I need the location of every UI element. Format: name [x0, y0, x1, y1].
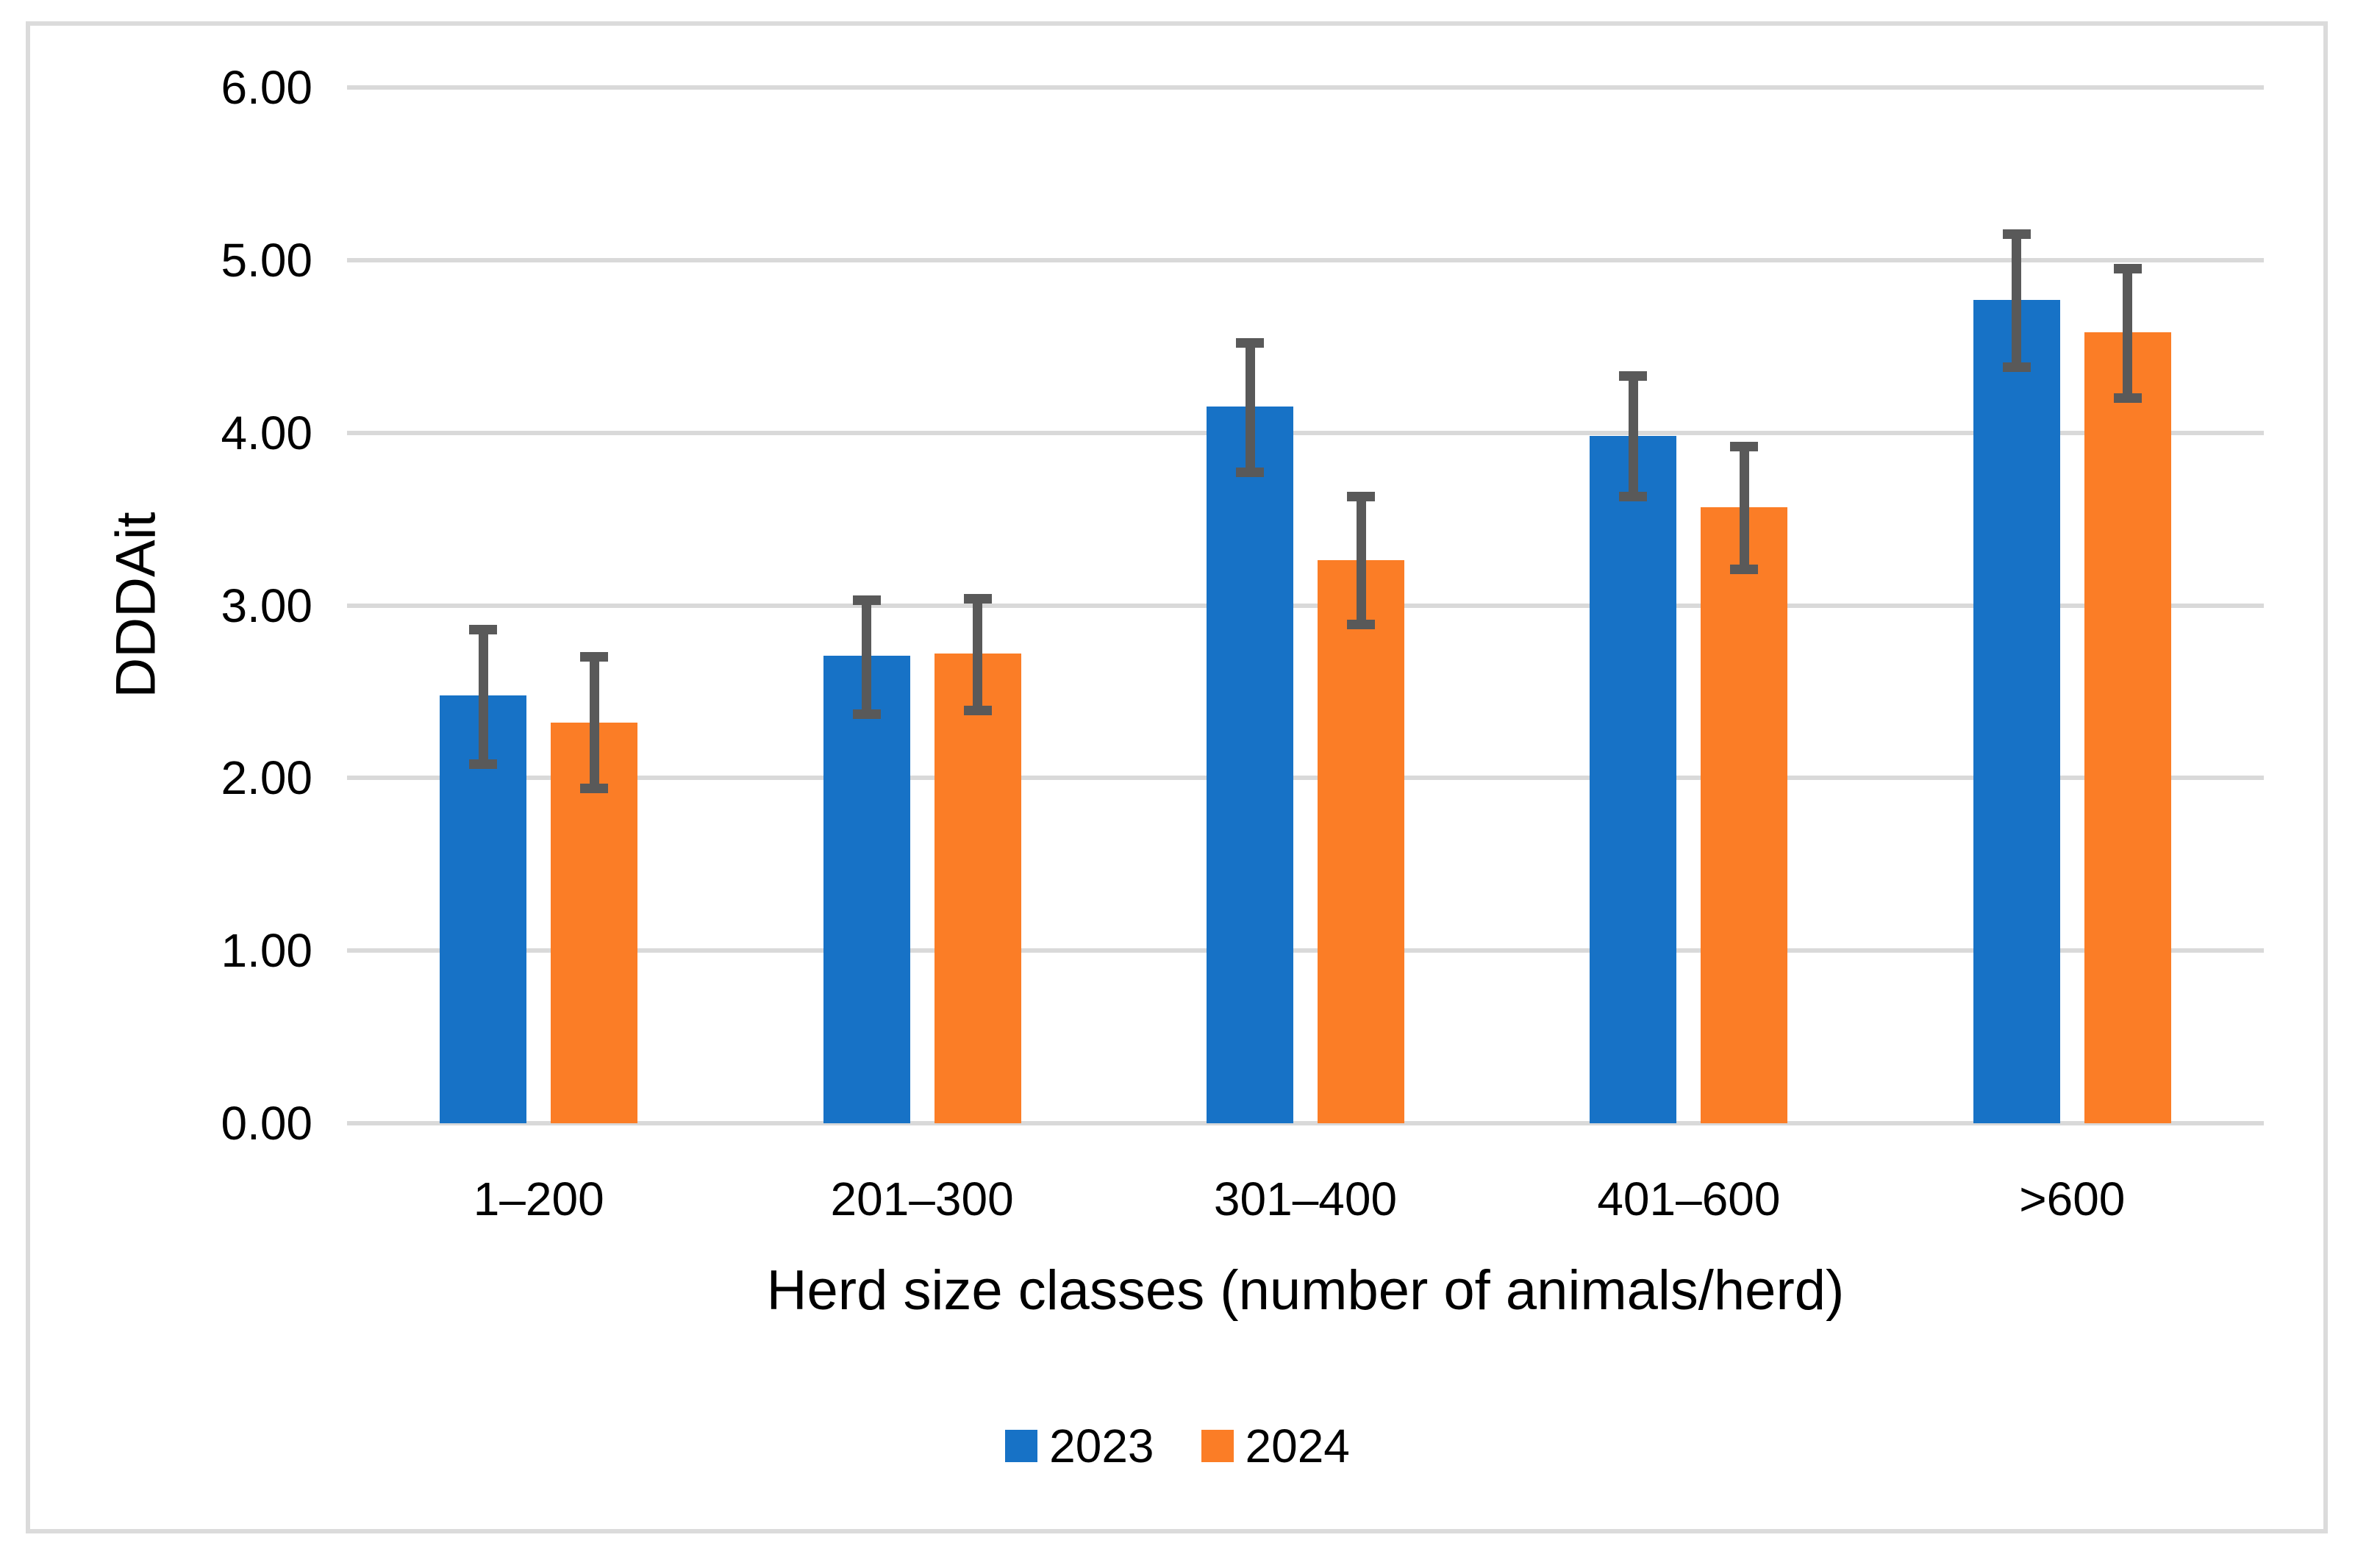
error-bar-cap-low-2024-1–200 [580, 783, 609, 793]
bar-2023->600 [1973, 299, 2060, 1123]
error-bar-2024-301–400 [1356, 496, 1366, 625]
error-bar-cap-low-2023-201–300 [852, 709, 881, 719]
error-bar-cap-low-2024-301–400 [1347, 619, 1375, 629]
x-axis-title: Herd size classes (number of animals/her… [766, 1259, 1845, 1322]
error-bar-2023-301–400 [1245, 343, 1255, 473]
gridline-2.00 [347, 776, 2264, 781]
error-bar-2023-201–300 [862, 600, 872, 715]
error-bar-2024->600 [2123, 268, 2133, 398]
x-category-label: 1–200 [473, 1173, 604, 1225]
error-bar-cap-high-2023-401–600 [1619, 370, 1648, 381]
error-bar-cap-high-2023-201–300 [852, 595, 881, 605]
bar-2024-301–400 [1318, 560, 1404, 1123]
error-bar-2023-1–200 [478, 629, 488, 765]
y-tick-label: 4.00 [221, 406, 312, 459]
error-bar-cap-high-2023-1–200 [469, 624, 498, 634]
x-category-label: 201–300 [830, 1173, 1014, 1225]
y-tick-label: 2.00 [221, 751, 312, 805]
legend-item-2024: 2024 [1201, 1419, 1350, 1473]
error-bar-cap-high-2023-301–400 [1236, 338, 1264, 348]
gridline-3.00 [347, 603, 2264, 608]
gridline-6.00 [347, 85, 2264, 90]
error-bar-2023-401–600 [1628, 376, 1638, 497]
legend-label-2023: 2023 [1049, 1420, 1154, 1472]
bar-2024-201–300 [934, 654, 1021, 1123]
error-bar-2024-201–300 [973, 598, 983, 711]
error-bar-cap-high-2023->600 [2002, 229, 2031, 240]
gridline-5.00 [347, 257, 2264, 262]
error-bar-2024-401–600 [1739, 446, 1749, 570]
y-tick-label: 0.00 [221, 1097, 312, 1150]
error-bar-cap-low-2023-401–600 [1619, 492, 1648, 502]
legend-label-2024: 2024 [1245, 1420, 1350, 1472]
x-category-label: 401–600 [1597, 1173, 1781, 1225]
bar-2023-201–300 [823, 655, 910, 1123]
error-bar-2024-1–200 [589, 656, 599, 789]
y-tick-label: 1.00 [221, 924, 312, 978]
x-category-label: 301–400 [1213, 1173, 1398, 1225]
figure-border [26, 21, 2328, 1533]
legend-swatch-2023-icon [1005, 1430, 1038, 1462]
bar-2023-401–600 [1590, 436, 1677, 1123]
y-tick-label: 3.00 [221, 579, 312, 632]
error-bar-cap-high-2024-1–200 [580, 652, 609, 662]
error-bar-cap-low-2024-401–600 [1730, 564, 1759, 574]
error-bar-cap-high-2024-201–300 [963, 593, 992, 604]
gridline-4.00 [347, 430, 2264, 435]
error-bar-cap-low-2024->600 [2113, 393, 2142, 404]
bar-2024->600 [2084, 332, 2171, 1123]
gridline-1.00 [347, 948, 2264, 953]
y-tick-label: 6.00 [221, 61, 312, 114]
error-bar-cap-low-2023->600 [2002, 362, 2031, 372]
error-bar-cap-high-2024-301–400 [1347, 492, 1375, 502]
error-bar-cap-high-2024->600 [2113, 264, 2142, 274]
error-bar-2023->600 [2012, 234, 2022, 368]
error-bar-cap-high-2024-401–600 [1730, 441, 1759, 451]
x-category-label: >600 [2019, 1173, 2126, 1225]
bar-2024-401–600 [1701, 506, 1788, 1123]
error-bar-cap-low-2023-301–400 [1236, 468, 1264, 478]
y-axis-title: DDDAit [104, 512, 168, 698]
y-tick-label: 5.00 [221, 233, 312, 287]
error-bar-cap-low-2023-1–200 [469, 759, 498, 770]
bar-2023-301–400 [1207, 407, 1293, 1123]
gridline-0.00 [347, 1121, 2264, 1125]
legend-item-2023: 2023 [1005, 1419, 1154, 1473]
legend: 2023 2024 [0, 1419, 2355, 1473]
error-bar-cap-low-2024-201–300 [963, 706, 992, 716]
legend-swatch-2024-icon [1201, 1430, 1234, 1462]
